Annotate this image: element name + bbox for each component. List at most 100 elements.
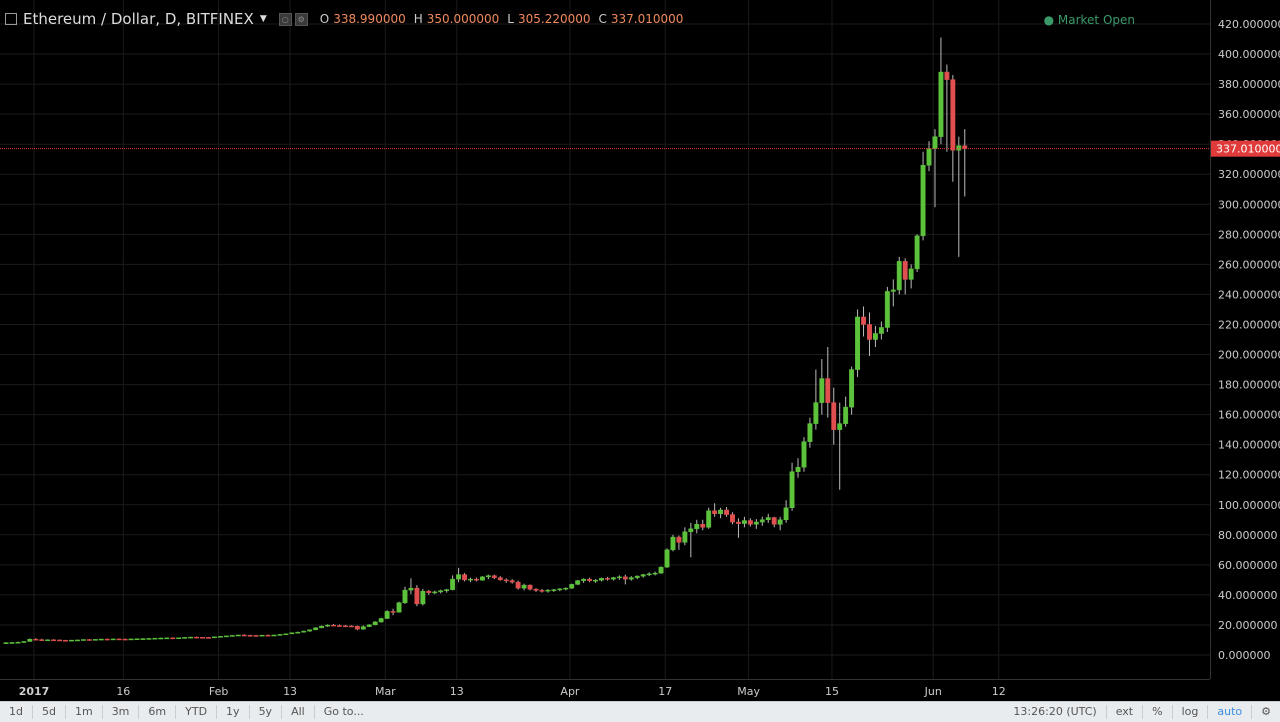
- candle[interactable]: [366, 624, 372, 628]
- candle[interactable]: [587, 577, 593, 583]
- utc-clock[interactable]: 13:26:20 (UTC): [1013, 705, 1097, 718]
- candle[interactable]: [384, 610, 390, 619]
- candle[interactable]: [176, 637, 182, 639]
- candle[interactable]: [599, 577, 604, 582]
- range-5y-button[interactable]: 5y: [258, 705, 273, 718]
- candle[interactable]: [146, 638, 152, 640]
- range-all-button[interactable]: All: [291, 705, 305, 718]
- candle[interactable]: [456, 567, 462, 583]
- candle[interactable]: [908, 264, 914, 289]
- candle[interactable]: [610, 576, 616, 581]
- candle[interactable]: [337, 624, 342, 627]
- candle[interactable]: [152, 637, 158, 640]
- gear-icon[interactable]: ⚙: [294, 12, 308, 26]
- percent-scale-toggle[interactable]: %: [1152, 705, 1163, 718]
- candle[interactable]: [200, 636, 205, 639]
- candle[interactable]: [944, 64, 950, 152]
- candle[interactable]: [140, 638, 146, 640]
- candle[interactable]: [551, 588, 557, 592]
- candle[interactable]: [277, 634, 283, 636]
- range-ytd-button[interactable]: YTD: [185, 705, 208, 718]
- candle[interactable]: [283, 633, 289, 636]
- candle[interactable]: [331, 624, 336, 627]
- candle[interactable]: [479, 576, 485, 581]
- chevron-down-icon[interactable]: ▼: [259, 14, 267, 24]
- candle[interactable]: [712, 503, 718, 517]
- candle[interactable]: [575, 579, 581, 586]
- candle[interactable]: [950, 75, 956, 182]
- candle[interactable]: [837, 402, 843, 490]
- candle[interactable]: [700, 519, 706, 531]
- candle[interactable]: [307, 629, 313, 632]
- candle[interactable]: [265, 634, 271, 637]
- candle[interactable]: [872, 325, 878, 348]
- candle[interactable]: [92, 639, 98, 641]
- candle[interactable]: [420, 588, 426, 606]
- candle[interactable]: [849, 366, 855, 415]
- candle[interactable]: [736, 518, 741, 538]
- candle[interactable]: [408, 578, 414, 595]
- candle[interactable]: [962, 129, 968, 197]
- candle[interactable]: [289, 632, 295, 635]
- symbol-title[interactable]: Ethereum / Dollar, D, BITFINEX: [23, 10, 254, 28]
- candle[interactable]: [122, 638, 128, 641]
- candle[interactable]: [569, 583, 575, 589]
- candle[interactable]: [354, 625, 360, 631]
- candle[interactable]: [9, 642, 15, 644]
- candle[interactable]: [777, 516, 783, 531]
- candle[interactable]: [402, 586, 408, 604]
- candle[interactable]: [104, 638, 110, 641]
- candle[interactable]: [730, 512, 735, 525]
- candle[interactable]: [789, 462, 795, 511]
- candle[interactable]: [15, 641, 21, 644]
- candle[interactable]: [771, 516, 777, 528]
- candle[interactable]: [783, 500, 789, 523]
- candle[interactable]: [503, 578, 509, 583]
- candle[interactable]: [801, 437, 807, 472]
- candle[interactable]: [158, 637, 164, 640]
- candle[interactable]: [182, 637, 188, 639]
- range-1d-button[interactable]: 1d: [9, 705, 23, 718]
- candle[interactable]: [884, 286, 890, 332]
- candle[interactable]: [372, 621, 378, 626]
- candle[interactable]: [581, 578, 587, 583]
- candle[interactable]: [211, 636, 217, 639]
- candle[interactable]: [3, 642, 9, 644]
- candle[interactable]: [867, 312, 872, 357]
- candle[interactable]: [890, 279, 896, 307]
- candle[interactable]: [98, 638, 104, 641]
- candle[interactable]: [652, 571, 658, 576]
- range-1m-button[interactable]: 1m: [74, 705, 93, 718]
- candle[interactable]: [527, 584, 533, 591]
- gear-icon[interactable]: ⚙: [1261, 705, 1271, 718]
- candle[interactable]: [134, 638, 140, 641]
- candle[interactable]: [831, 387, 837, 445]
- candle[interactable]: [563, 587, 569, 591]
- price-axis[interactable]: 420.000000 400.000000 380.000000 360.000000…: [1210, 0, 1280, 679]
- chart-area[interactable]: Ethereum / Dollar, D, BITFINEX ▼ ○ ⚙ O 3…: [0, 0, 1210, 679]
- candle[interactable]: [462, 573, 467, 582]
- candle[interactable]: [21, 641, 27, 643]
- candle[interactable]: [825, 347, 831, 418]
- candle[interactable]: [438, 589, 444, 594]
- candle[interactable]: [718, 507, 724, 519]
- candle[interactable]: [843, 396, 849, 427]
- candle[interactable]: [670, 534, 676, 552]
- candle[interactable]: [39, 638, 45, 641]
- candle[interactable]: [938, 37, 944, 145]
- candle[interactable]: [271, 634, 277, 637]
- candle[interactable]: [27, 638, 33, 642]
- candle[interactable]: [557, 588, 563, 592]
- candle[interactable]: [724, 507, 730, 517]
- extended-hours-toggle[interactable]: ext: [1115, 705, 1134, 718]
- candle[interactable]: [640, 573, 646, 578]
- candle[interactable]: [682, 527, 688, 546]
- candle[interactable]: [605, 576, 610, 581]
- candle[interactable]: [313, 627, 319, 631]
- candle[interactable]: [819, 359, 825, 415]
- candle[interactable]: [664, 548, 670, 568]
- candle[interactable]: [170, 637, 176, 640]
- eye-icon[interactable]: ○: [278, 12, 292, 26]
- candle[interactable]: [223, 635, 229, 638]
- candle[interactable]: [616, 575, 622, 580]
